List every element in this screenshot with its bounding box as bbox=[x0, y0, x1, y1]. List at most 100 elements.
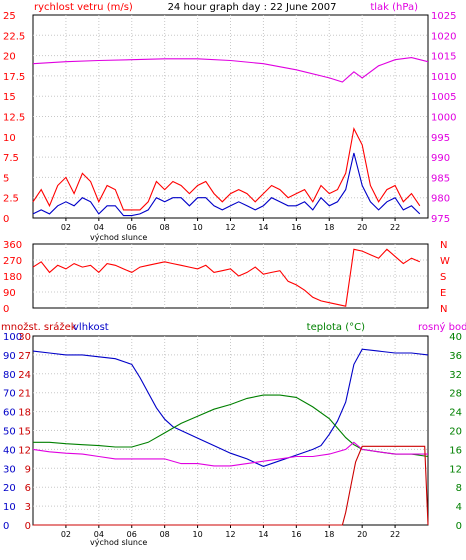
series-pressure bbox=[32, 57, 429, 83]
pressure-tick-2: 985 bbox=[431, 173, 450, 184]
sunrise-label-bottom: východ slunce bbox=[90, 538, 147, 547]
humidity-tick-3: 30 bbox=[3, 464, 16, 475]
pressure-tick-4: 995 bbox=[431, 133, 450, 144]
wind-panel-xtick-label-02: 02 bbox=[61, 223, 71, 232]
climate-panel-xtick-label-02: 02 bbox=[61, 530, 71, 539]
precipitation-tick-3: 9 bbox=[25, 464, 31, 475]
wind-panel-xtick-label-16: 16 bbox=[291, 223, 301, 232]
series-gust bbox=[32, 127, 421, 211]
pressure-tick-0: 975 bbox=[431, 214, 450, 225]
compass-tick-0: N bbox=[440, 240, 447, 251]
humidity-tick-8: 80 bbox=[3, 370, 16, 381]
humidity-tick-9: 90 bbox=[3, 351, 16, 362]
wind-speed-tick-0: 0 bbox=[3, 214, 9, 225]
temperature-tick-4: 16 bbox=[449, 445, 462, 456]
temperature-tick-0: 0 bbox=[456, 521, 462, 532]
climate-panel-xtick-label-16: 16 bbox=[291, 530, 301, 539]
series-temperature bbox=[33, 394, 429, 458]
temperature-tick-7: 28 bbox=[449, 389, 462, 400]
climate-panel-xtick-label-22: 22 bbox=[390, 530, 400, 539]
direction-tick-0: 360 bbox=[3, 240, 22, 251]
series-direction bbox=[32, 248, 421, 307]
precipitation-tick-8: 24 bbox=[18, 370, 31, 381]
pressure-tick-7: 1010 bbox=[431, 72, 456, 83]
temperature-tick-10: 40 bbox=[449, 332, 462, 343]
humidity-tick-10: 100 bbox=[3, 332, 22, 343]
wind-speed-tick-9: 22.5 bbox=[3, 31, 25, 42]
precipitation-tick-2: 6 bbox=[25, 483, 31, 494]
wind-speed-tick-4: 10 bbox=[3, 133, 16, 144]
wind-speed-tick-3: 7.5 bbox=[3, 153, 19, 164]
wind-speed-tick-5: 12.5 bbox=[3, 113, 25, 124]
pressure-tick-3: 990 bbox=[431, 153, 450, 164]
climate-panel-xtick-label-08: 08 bbox=[160, 530, 170, 539]
compass-tick-4: N bbox=[440, 304, 447, 315]
pressure-tick-1: 980 bbox=[431, 194, 450, 205]
humidity-axis-label: vlhkost bbox=[73, 322, 109, 333]
precipitation-tick-0: 0 bbox=[25, 521, 31, 532]
climate-panel-xtick-label-18: 18 bbox=[324, 530, 334, 539]
direction-tick-2: 180 bbox=[3, 272, 22, 283]
pressure-axis-label: tlak (hPa) bbox=[370, 2, 418, 13]
wind-panel-xtick-label-04: 04 bbox=[94, 223, 104, 232]
compass-tick-3: E bbox=[440, 288, 446, 299]
wind-panel-xtick-label-22: 22 bbox=[390, 223, 400, 232]
series-humidity bbox=[32, 348, 429, 467]
wind-panel-xtick-label-06: 06 bbox=[127, 223, 137, 232]
precipitation-tick-6: 18 bbox=[18, 408, 31, 419]
climate-panel-xtick-label-14: 14 bbox=[258, 530, 268, 539]
compass-tick-1: W bbox=[440, 256, 450, 267]
precipitation-tick-5: 15 bbox=[18, 427, 31, 438]
humidity-tick-2: 20 bbox=[3, 483, 16, 494]
wind-speed-tick-6: 15 bbox=[3, 92, 16, 103]
temperature-tick-5: 20 bbox=[449, 427, 462, 438]
humidity-tick-4: 40 bbox=[3, 445, 16, 456]
direction-tick-4: 0 bbox=[3, 304, 9, 315]
pressure-tick-6: 1005 bbox=[431, 92, 456, 103]
wind-panel-xtick-label-12: 12 bbox=[225, 223, 235, 232]
temperature-tick-3: 12 bbox=[449, 464, 462, 475]
humidity-tick-0: 0 bbox=[3, 521, 9, 532]
temperature-tick-2: 8 bbox=[456, 483, 462, 494]
precipitation-tick-9: 27 bbox=[18, 351, 31, 362]
pressure-tick-8: 1015 bbox=[431, 52, 456, 63]
precipitation-axis-label: množst. srážek bbox=[1, 321, 77, 333]
series-precipitation bbox=[33, 445, 429, 526]
humidity-tick-5: 50 bbox=[3, 427, 16, 438]
humidity-tick-7: 70 bbox=[3, 389, 16, 400]
temperature-tick-1: 4 bbox=[456, 502, 462, 513]
precipitation-tick-1: 3 bbox=[25, 502, 31, 513]
wind-speed-tick-10: 25 bbox=[3, 11, 16, 22]
humidity-tick-6: 60 bbox=[3, 408, 16, 419]
precipitation-tick-4: 12 bbox=[18, 445, 31, 456]
direction-tick-3: 90 bbox=[3, 288, 16, 299]
wind-speed-tick-2: 5 bbox=[3, 173, 9, 184]
temperature-tick-9: 36 bbox=[449, 351, 462, 362]
pressure-tick-10: 1025 bbox=[431, 11, 456, 22]
wind-panel-xtick-label-08: 08 bbox=[160, 223, 170, 232]
direction-tick-1: 270 bbox=[3, 256, 22, 267]
climate-panel-xtick-label-12: 12 bbox=[225, 530, 235, 539]
compass-tick-2: S bbox=[440, 272, 446, 283]
pressure-tick-5: 1000 bbox=[431, 113, 456, 124]
wind-panel-xtick-label-10: 10 bbox=[192, 223, 202, 232]
temperature-axis-label: teplota (°C) bbox=[307, 322, 365, 333]
precipitation-tick-7: 21 bbox=[18, 389, 31, 400]
climate-panel-xtick-label-20: 20 bbox=[357, 530, 367, 539]
wind-panel-xtick-label-20: 20 bbox=[357, 223, 367, 232]
chart-title: 24 hour graph day : 22 June 2007 bbox=[168, 2, 337, 13]
dewpoint-axis-label: rosný bod bbox=[418, 321, 466, 333]
temperature-tick-6: 24 bbox=[449, 408, 462, 419]
precipitation-tick-10: 30 bbox=[18, 332, 31, 343]
climate-panel-xtick-label-06: 06 bbox=[127, 530, 137, 539]
wind-panel-xtick-label-18: 18 bbox=[324, 223, 334, 232]
wind-speed-tick-7: 17.5 bbox=[3, 72, 25, 83]
series-wind bbox=[32, 152, 421, 217]
pressure-tick-9: 1020 bbox=[431, 31, 456, 42]
wind-speed-axis-label: rychlost vetru (m/s) bbox=[34, 2, 133, 13]
wind-speed-tick-1: 2.5 bbox=[3, 194, 19, 205]
climate-panel-xtick-label-04: 04 bbox=[94, 530, 104, 539]
